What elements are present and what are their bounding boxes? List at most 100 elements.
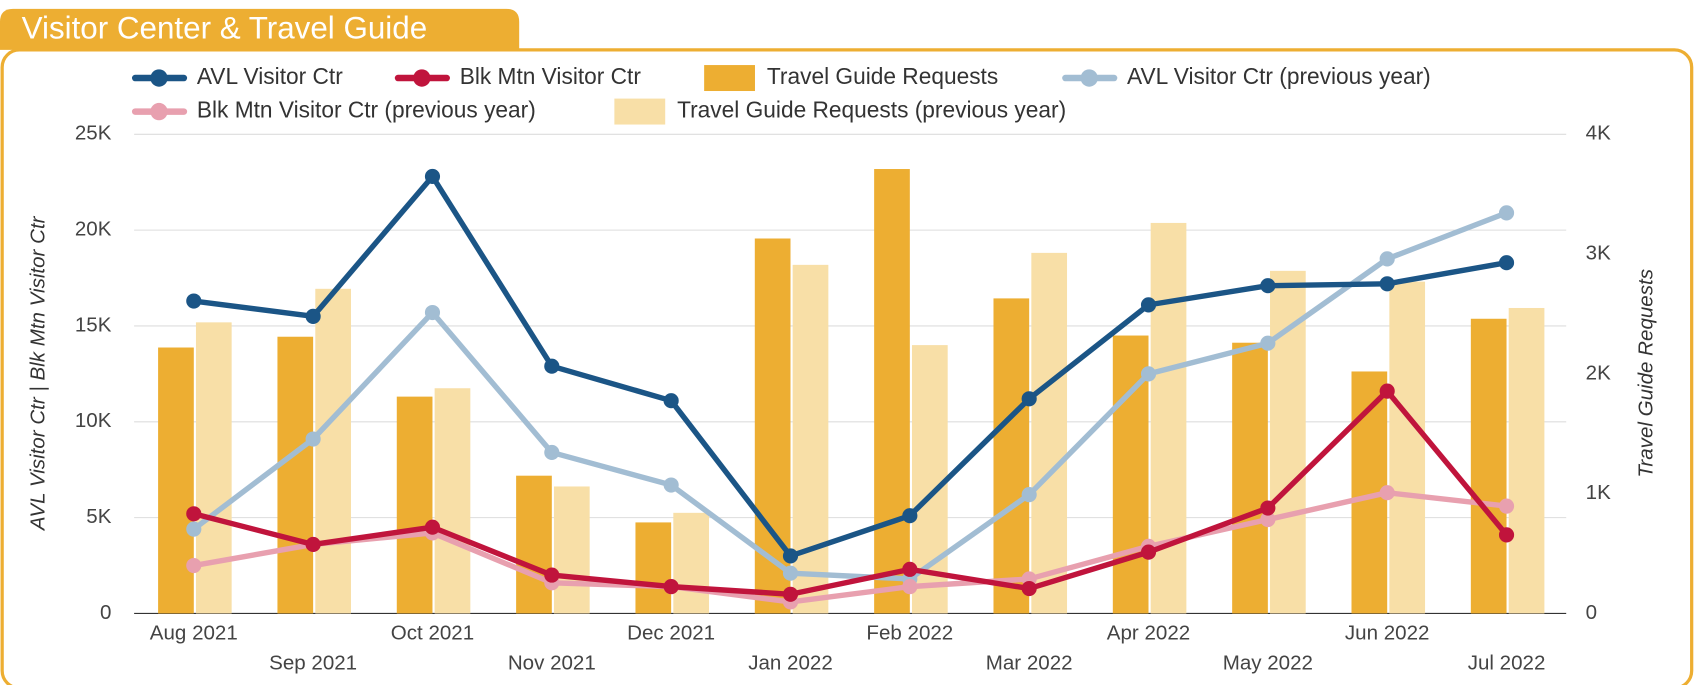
bar (635, 522, 672, 614)
point (1021, 580, 1037, 597)
x-tick-label: Nov 2021 (508, 652, 596, 675)
point (305, 431, 321, 447)
y-axis-title: AVL Visitor Ctr | Blk Mtn Visitor Ctr (26, 215, 49, 532)
point (424, 168, 441, 185)
x-tick-label: Feb 2022 (866, 621, 953, 644)
legend-swatch (614, 98, 666, 125)
x-tick-label: Jul 2022 (1468, 652, 1546, 675)
point (1260, 511, 1276, 528)
bar (792, 264, 829, 614)
legend-swatch (704, 65, 755, 92)
chart-frame (0, 48, 1694, 685)
x-tick-label: Jan 2022 (748, 652, 833, 675)
bar (993, 298, 1030, 614)
point (782, 548, 799, 564)
bar (195, 322, 232, 614)
point (544, 444, 560, 461)
bar (315, 288, 351, 614)
point (663, 393, 679, 409)
legend-label: Travel Guide Requests (previous year) (677, 97, 1066, 123)
y2-tick-label: 0 (1586, 601, 1597, 624)
bar (516, 475, 552, 614)
point (186, 557, 202, 574)
legend-label: AVL Visitor Ctr (197, 63, 343, 89)
legend-label: Blk Mtn Visitor Ctr (460, 63, 642, 89)
point (1140, 366, 1157, 382)
bar (1470, 318, 1507, 614)
point (186, 521, 202, 537)
point (782, 565, 799, 581)
point (663, 477, 679, 493)
x-tick-label: Dec 2021 (627, 621, 715, 644)
point (1021, 391, 1037, 407)
point (1498, 205, 1515, 221)
bar (434, 388, 471, 614)
point (424, 304, 441, 321)
point (902, 508, 918, 524)
bar (874, 169, 910, 614)
legend-swatch-dot (150, 102, 168, 121)
point (1379, 276, 1395, 292)
series-line (192, 210, 1508, 582)
legend-swatch-dot (150, 69, 168, 87)
y-tick-label: 5K (86, 505, 111, 528)
point (424, 519, 441, 535)
point (902, 561, 918, 577)
x-tick-label: May 2022 (1223, 652, 1313, 675)
point (663, 579, 679, 595)
chart-title: Visitor Center & Travel Guide (22, 11, 428, 46)
y2-tick-label: 2K (1586, 361, 1611, 384)
point (782, 586, 799, 602)
title-tab (0, 8, 520, 50)
bar (1389, 281, 1426, 614)
legend-label: Travel Guide Requests (767, 63, 998, 89)
legend-swatch-dot (413, 69, 431, 87)
point (1140, 297, 1157, 313)
y2-tick-label: 4K (1586, 122, 1611, 145)
y2-tick-label: 3K (1586, 241, 1611, 264)
point (305, 308, 321, 324)
point (186, 293, 202, 309)
y-tick-label: 20K (75, 218, 112, 241)
bar (158, 347, 194, 614)
point (186, 506, 202, 522)
point (544, 358, 560, 374)
bar (1031, 252, 1068, 614)
series-line (193, 388, 1509, 597)
bar (1232, 342, 1268, 614)
point (1498, 527, 1515, 543)
point (902, 579, 918, 595)
point (1260, 278, 1276, 294)
x-tick-label: Oct 2021 (391, 621, 474, 644)
legend-swatch-dot (1080, 69, 1098, 87)
point (1498, 255, 1515, 271)
x-tick-label: Sep 2021 (269, 652, 357, 675)
x-tick-label: Jun 2022 (1345, 621, 1430, 644)
point (1021, 487, 1037, 503)
x-tick-label: Aug 2021 (150, 621, 238, 644)
point (544, 567, 560, 583)
point (1260, 335, 1276, 351)
y2-tick-label: 1K (1586, 481, 1611, 504)
point (1260, 500, 1276, 516)
bar (1150, 222, 1187, 614)
y-tick-label: 25K (75, 122, 112, 145)
y-tick-label: 0 (100, 601, 111, 624)
point (1140, 544, 1157, 560)
bar (553, 486, 590, 614)
point (1379, 251, 1395, 267)
point (1379, 383, 1395, 399)
bar (1508, 307, 1545, 614)
bar (277, 336, 314, 614)
bar (673, 512, 710, 614)
point (1498, 498, 1515, 514)
point (1379, 485, 1395, 501)
legend-label: Blk Mtn Visitor Ctr (previous year) (197, 97, 536, 123)
point (305, 536, 321, 553)
legend-label: AVL Visitor Ctr (previous year) (1127, 63, 1431, 89)
y-tick-label: 10K (75, 409, 112, 432)
x-tick-label: Mar 2022 (986, 652, 1073, 675)
y2-axis-title: Travel Guide Requests (1635, 269, 1658, 478)
series-line (193, 173, 1508, 559)
